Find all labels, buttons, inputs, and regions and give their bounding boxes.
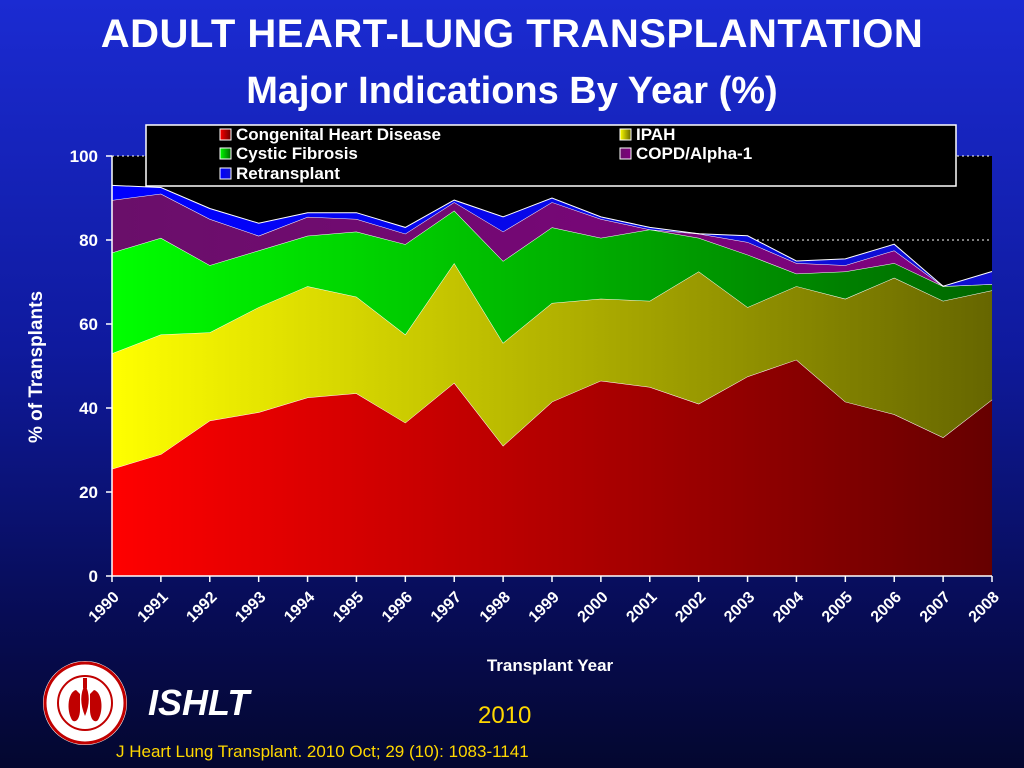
y-tick-label-20: 20 [79, 483, 98, 502]
citation: J Heart Lung Transplant. 2010 Oct; 29 (1… [116, 742, 529, 761]
x-tick-label-1997: 1997 [428, 589, 465, 626]
chart-subtitle: Major Indications By Year (%) [246, 70, 778, 112]
report-year: 2010 [478, 702, 532, 729]
x-tick-label-2000: 2000 [575, 589, 612, 626]
legend-box [145, 124, 957, 187]
x-tick-label-2002: 2002 [672, 589, 709, 626]
legend-label-0: Congenital Heart Disease [236, 125, 441, 144]
chart-title: ADULT HEART-LUNG TRANSPLANTATION [100, 12, 924, 56]
legend-swatch-1 [619, 128, 632, 141]
x-tick-label-2007: 2007 [917, 589, 954, 626]
y-axis-title: % of Transplants [26, 290, 47, 444]
x-tick-label-1993: 1993 [232, 589, 269, 626]
legend-swatch-2 [219, 147, 232, 160]
ishlt-logo-icon [43, 661, 127, 745]
legend-label-4: Retransplant [236, 164, 340, 183]
legend-label-2: Cystic Fibrosis [236, 144, 358, 163]
x-tick-label-1995: 1995 [330, 589, 367, 626]
legend-swatch-0 [219, 128, 232, 141]
series-line-retransplant [111, 184, 993, 287]
x-tick-label-2003: 2003 [721, 589, 758, 626]
x-tick-label-1990: 1990 [86, 589, 123, 626]
area-copd-alpha-1 [112, 193, 992, 287]
x-tick-label-2005: 2005 [819, 589, 856, 626]
area-ipah [112, 263, 992, 469]
legend-swatch-3 [619, 147, 632, 160]
x-tick-label-1999: 1999 [526, 589, 563, 626]
y-tick-label-80: 80 [79, 231, 98, 250]
x-tick-label-1996: 1996 [379, 589, 416, 626]
legend-label-3: COPD/Alpha-1 [636, 144, 752, 163]
y-tick-label-100: 100 [70, 147, 98, 166]
y-tick-label-0: 0 [89, 567, 98, 586]
legend: Congenital Heart Disease IPAH Cystic Fibro… [145, 124, 957, 187]
legend-label-1: IPAH [636, 125, 675, 144]
x-tick-label-2001: 2001 [623, 589, 660, 626]
x-tick-label-1994: 1994 [281, 589, 318, 626]
area-cystic-fibrosis [112, 210, 992, 354]
y-tick-label-40: 40 [79, 399, 98, 418]
area-congenital-heart-disease [112, 359, 992, 576]
x-tick-label-2006: 2006 [868, 589, 905, 626]
legend-swatch-4 [219, 167, 232, 180]
x-tick-label-1998: 1998 [477, 589, 514, 626]
x-tick-label-2008: 2008 [966, 589, 1003, 626]
organization-name: ISHLT [148, 682, 250, 723]
x-tick-label-1992: 1992 [183, 589, 220, 626]
x-axis-title: Transplant Year [486, 656, 614, 675]
x-tick-label-2004: 2004 [770, 589, 807, 626]
x-tick-label-1991: 1991 [135, 589, 172, 626]
area-series [111, 184, 993, 576]
y-tick-label-60: 60 [79, 315, 98, 334]
